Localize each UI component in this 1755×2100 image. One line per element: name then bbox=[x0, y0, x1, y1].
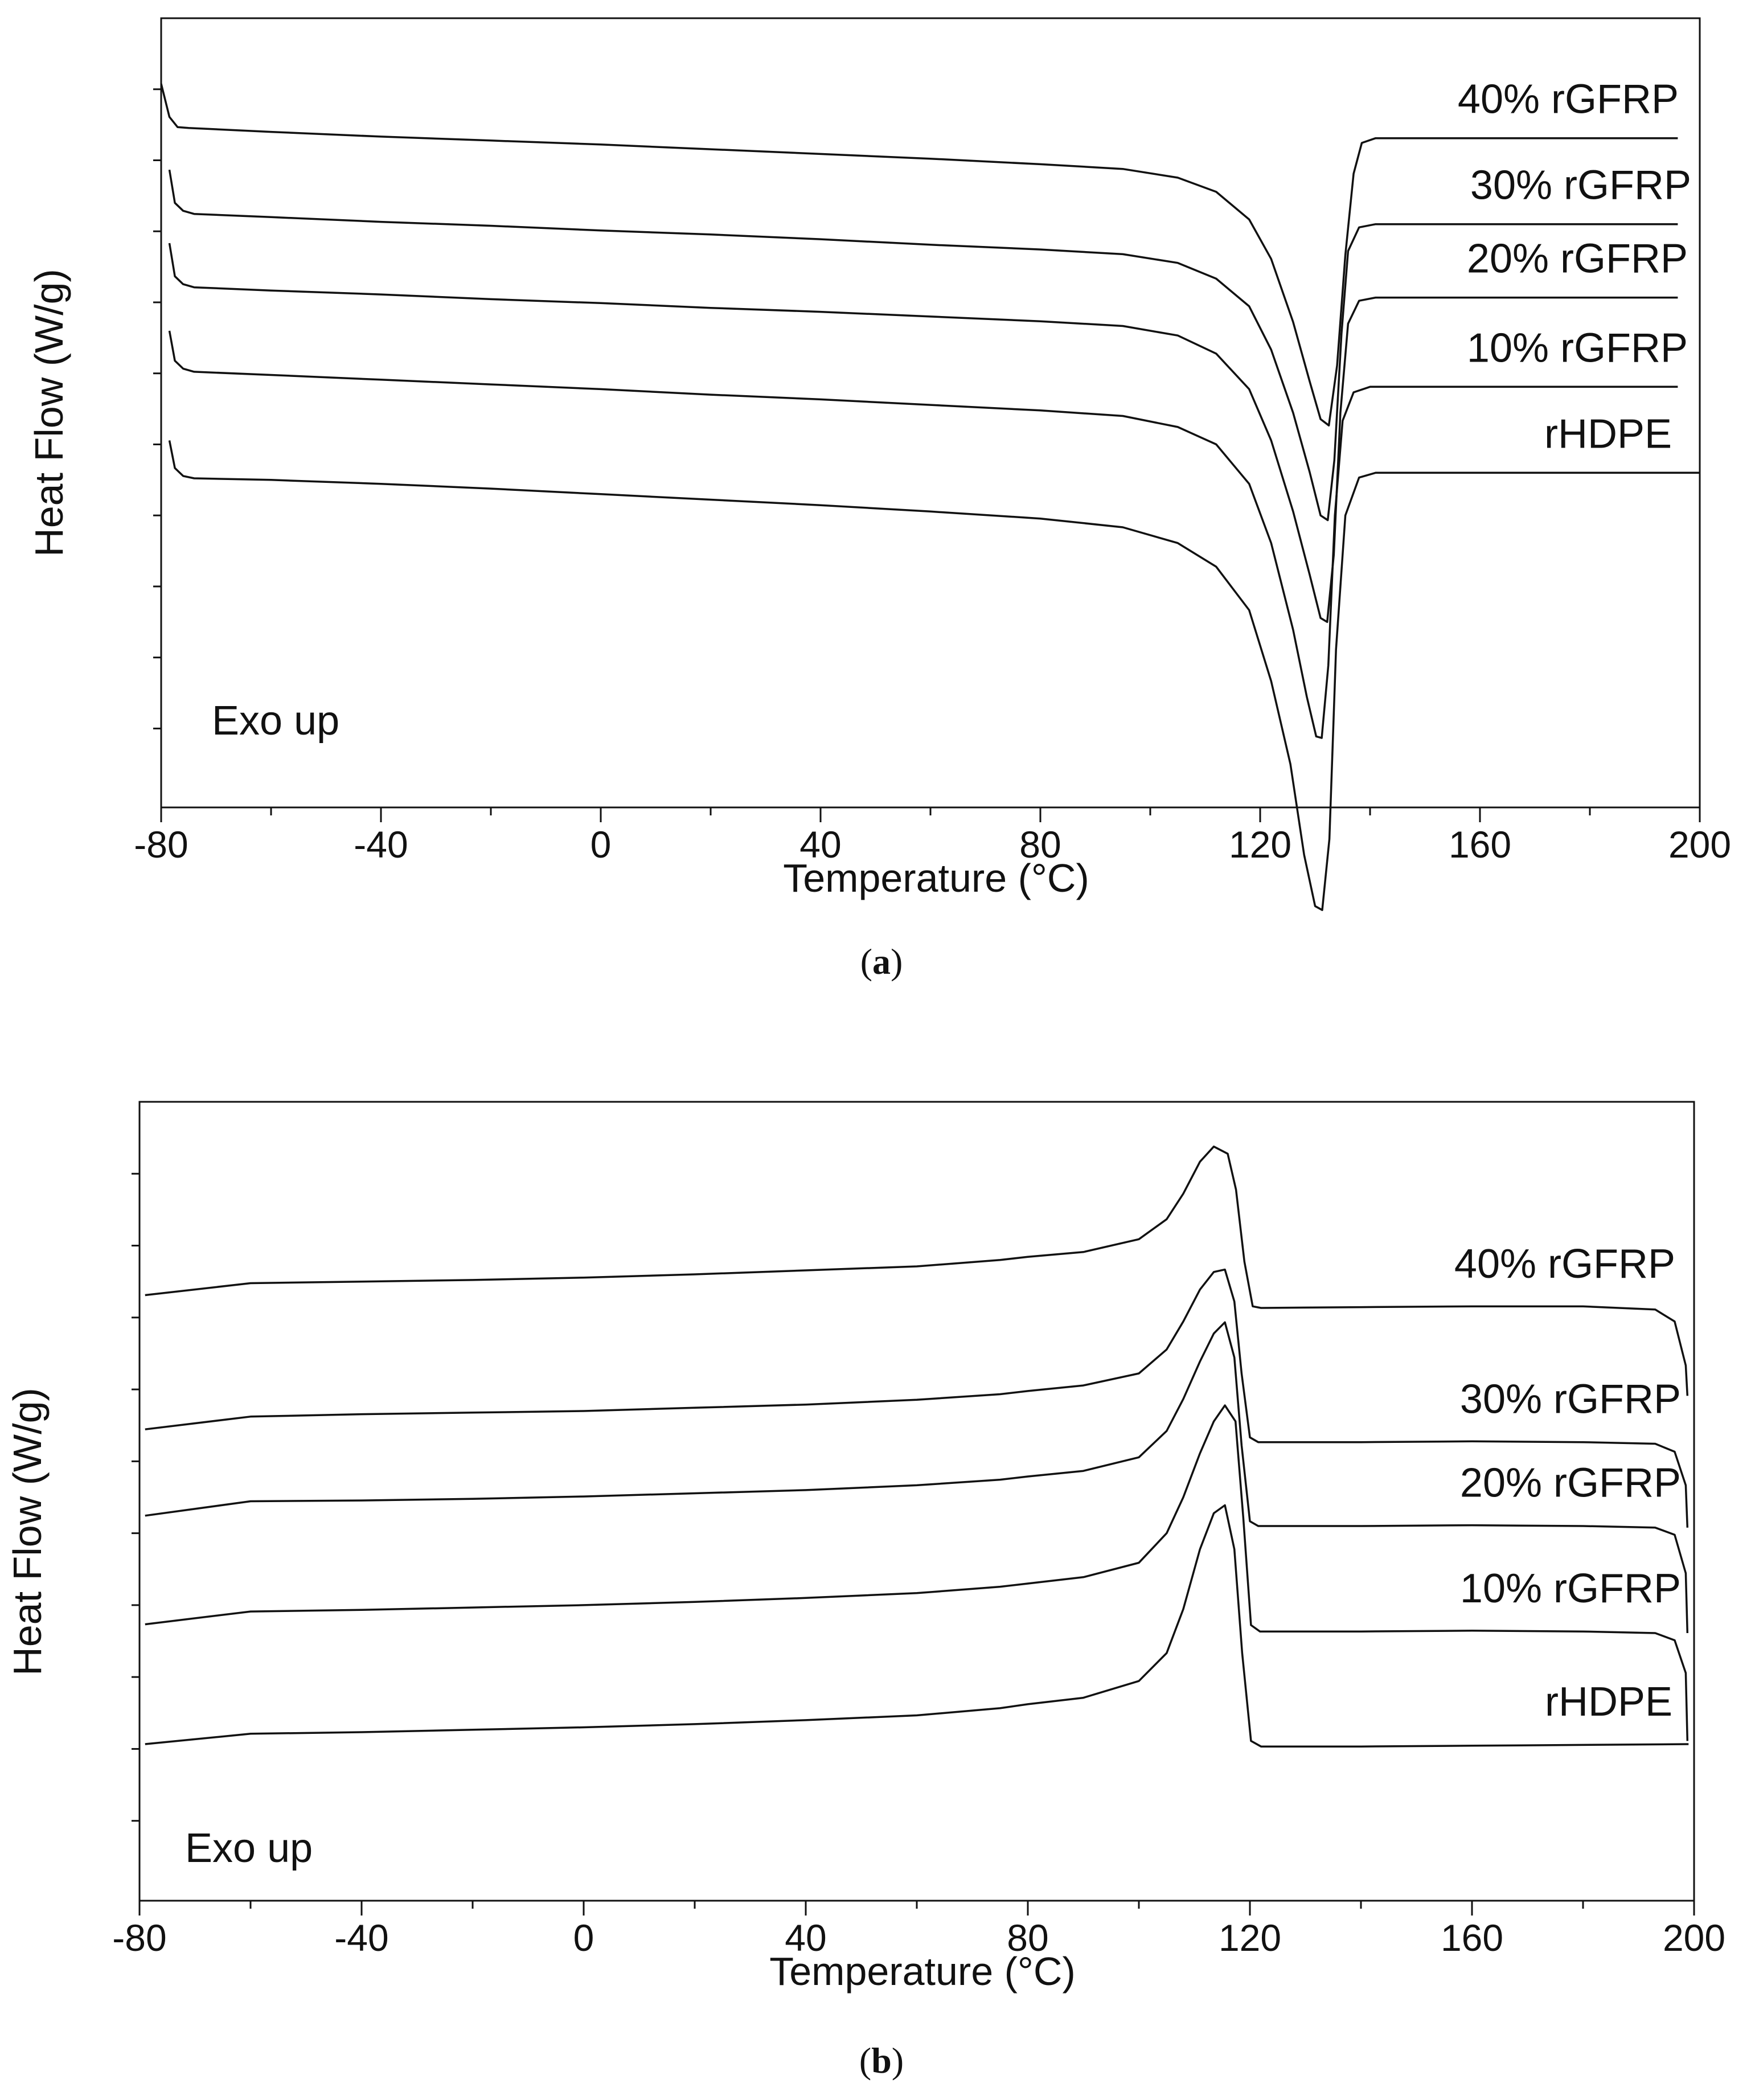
series-label: rHDPE bbox=[1545, 1679, 1672, 1725]
series-label: 10% rGFRP bbox=[1467, 325, 1688, 371]
exo-up-annotation: Exo up bbox=[212, 698, 339, 744]
y-axis-label: Heat Flow (W/g) bbox=[5, 1388, 50, 1676]
x-tick-label: 40 bbox=[799, 823, 841, 866]
y-axis-label: Heat Flow (W/g) bbox=[27, 269, 71, 557]
x-tick-label: -80 bbox=[134, 823, 188, 866]
x-tick-label: 0 bbox=[573, 1917, 594, 1959]
series-line-10-rgfrp bbox=[145, 1404, 1689, 1741]
x-tick-label: 0 bbox=[591, 823, 612, 866]
series-label: 40% rGFRP bbox=[1458, 77, 1679, 122]
series-line-rhdpe bbox=[145, 1504, 1689, 1748]
exo-up-annotation: Exo up bbox=[185, 1826, 313, 1871]
series-label: 30% rGFRP bbox=[1460, 1376, 1681, 1422]
x-tick-label: 200 bbox=[1663, 1917, 1725, 1959]
series-line-10-rgfrp bbox=[168, 330, 1678, 739]
series-label: 20% rGFRP bbox=[1467, 236, 1688, 282]
x-tick-label: 80 bbox=[1019, 823, 1061, 866]
series-label: 40% rGFRP bbox=[1454, 1241, 1675, 1287]
x-tick-label: -40 bbox=[354, 823, 408, 866]
x-tick-label: 80 bbox=[1007, 1917, 1048, 1959]
chart-panel-b: -80 -40 0 40 80 120 160 200 Temperature (°C) Heat… bbox=[5, 1101, 1725, 2081]
series-line-30-rgfrp bbox=[168, 169, 1678, 522]
series-label: 20% rGFRP bbox=[1460, 1461, 1681, 1506]
series-line-40-rgfrp bbox=[160, 83, 1678, 426]
x-tick-label: 120 bbox=[1229, 823, 1291, 866]
chart-panel-a: -80 -40 0 40 80 120 160 200 Temperature (°C) Heat… bbox=[27, 17, 1731, 982]
series-line-30-rgfrp bbox=[145, 1268, 1689, 1528]
x-tick-label: 160 bbox=[1441, 1917, 1503, 1959]
x-axis-label: Temperature (°C) bbox=[769, 1949, 1076, 1994]
series-label: 10% rGFRP bbox=[1460, 1566, 1681, 1611]
x-tick-label: 160 bbox=[1449, 823, 1511, 866]
series-label: rHDPE bbox=[1544, 411, 1672, 457]
series-line-20-rgfrp bbox=[168, 243, 1678, 624]
series-label: 30% rGFRP bbox=[1470, 163, 1691, 208]
x-tick-label: 40 bbox=[785, 1917, 826, 1959]
series-line-rhdpe bbox=[168, 440, 1700, 911]
x-tick-label: 120 bbox=[1219, 1917, 1281, 1959]
series-line-20-rgfrp bbox=[145, 1321, 1689, 1634]
panel-caption: (b) bbox=[859, 2040, 904, 2081]
x-tick-label: 200 bbox=[1668, 823, 1731, 866]
x-tick-label: -80 bbox=[112, 1917, 166, 1959]
x-tick-label: -40 bbox=[334, 1917, 388, 1959]
x-axis-label: Temperature (°C) bbox=[783, 856, 1089, 900]
series-line-40-rgfrp bbox=[145, 1145, 1689, 1396]
panel-caption: (a) bbox=[860, 941, 903, 982]
